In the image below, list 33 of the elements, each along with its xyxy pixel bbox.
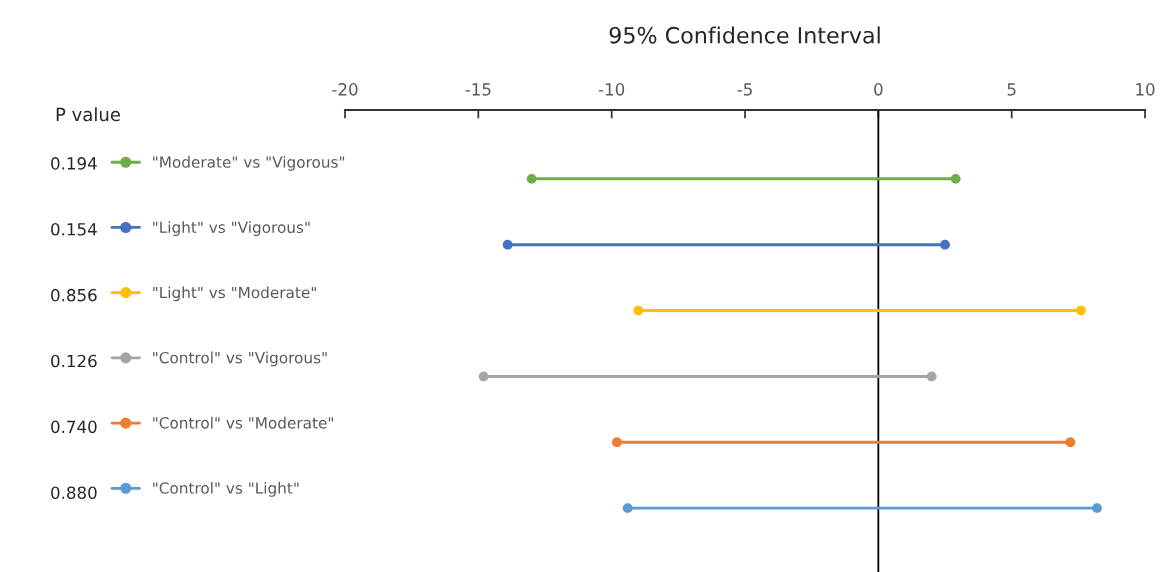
point — [926, 371, 937, 382]
text: 0.856 — [51, 288, 97, 302]
text: 0.740 — [51, 420, 97, 434]
x-tick-label: -20 — [332, 83, 358, 96]
text: 0.154 — [51, 222, 97, 236]
legend-label: "Control" vs "Light" — [153, 482, 299, 497]
point — [1076, 305, 1086, 316]
legend-label: "Control" vs "Vigorous" — [153, 351, 327, 367]
point — [622, 503, 633, 514]
x-tick-label: -15 — [465, 83, 491, 96]
x-tick-label: -10 — [598, 83, 625, 96]
point — [502, 239, 513, 250]
point — [526, 173, 537, 184]
x-tick-label: -5 — [737, 83, 752, 96]
point — [950, 173, 961, 184]
x-tick-label: 10 — [1136, 83, 1155, 96]
point — [1065, 437, 1076, 448]
legend-label: "Control" vs "Moderate" — [153, 416, 333, 429]
point — [940, 239, 950, 250]
point — [1092, 503, 1102, 514]
text: 0.194 — [51, 157, 97, 170]
text: P value — [56, 107, 120, 122]
x-tick-label: 0 — [874, 83, 883, 96]
x-tick-label: 5 — [1007, 83, 1016, 96]
chart-title: 95% Confidence Interval — [609, 26, 880, 44]
point — [612, 437, 622, 448]
legend-label: "Light" vs "Vigorous" — [153, 221, 310, 236]
text: 0.126 — [51, 354, 97, 368]
text: 0.880 — [51, 486, 97, 499]
point — [633, 305, 644, 316]
legend-label: "Light" vs "Moderate" — [153, 286, 316, 302]
point — [478, 371, 489, 382]
legend-label: "Moderate" vs "Vigorous" — [153, 156, 345, 171]
